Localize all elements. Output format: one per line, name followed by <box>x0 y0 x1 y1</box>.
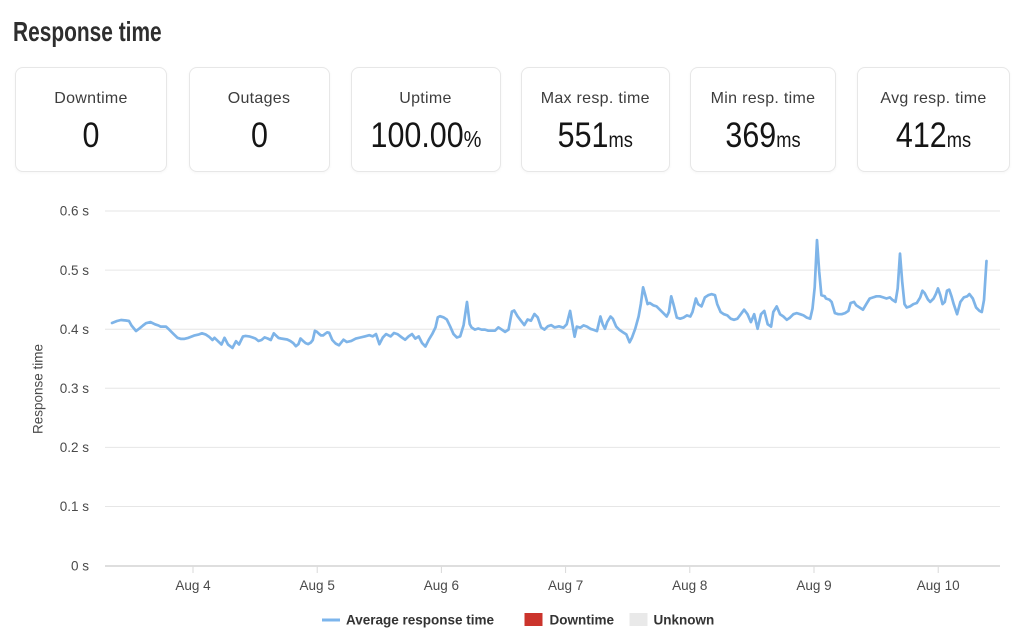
svg-text:0.4 s: 0.4 s <box>60 322 90 337</box>
svg-text:Aug 7: Aug 7 <box>548 578 583 593</box>
svg-text:Downtime: Downtime <box>550 613 615 628</box>
svg-text:0.6 s: 0.6 s <box>60 204 90 219</box>
svg-text:Response time: Response time <box>31 344 46 434</box>
svg-text:Unknown: Unknown <box>654 613 715 628</box>
svg-text:Aug 10: Aug 10 <box>917 578 960 593</box>
svg-text:Aug 6: Aug 6 <box>424 578 459 593</box>
svg-text:0.3 s: 0.3 s <box>60 381 90 396</box>
svg-text:Aug 5: Aug 5 <box>300 578 335 593</box>
svg-text:0 s: 0 s <box>71 559 89 574</box>
svg-text:0.5 s: 0.5 s <box>60 263 90 278</box>
svg-text:0.2 s: 0.2 s <box>60 440 90 455</box>
svg-text:Aug 8: Aug 8 <box>672 578 707 593</box>
svg-text:Average response time: Average response time <box>346 613 495 628</box>
svg-text:0.1 s: 0.1 s <box>60 499 90 514</box>
svg-text:Aug 4: Aug 4 <box>175 578 211 593</box>
svg-text:Aug 9: Aug 9 <box>796 578 831 593</box>
